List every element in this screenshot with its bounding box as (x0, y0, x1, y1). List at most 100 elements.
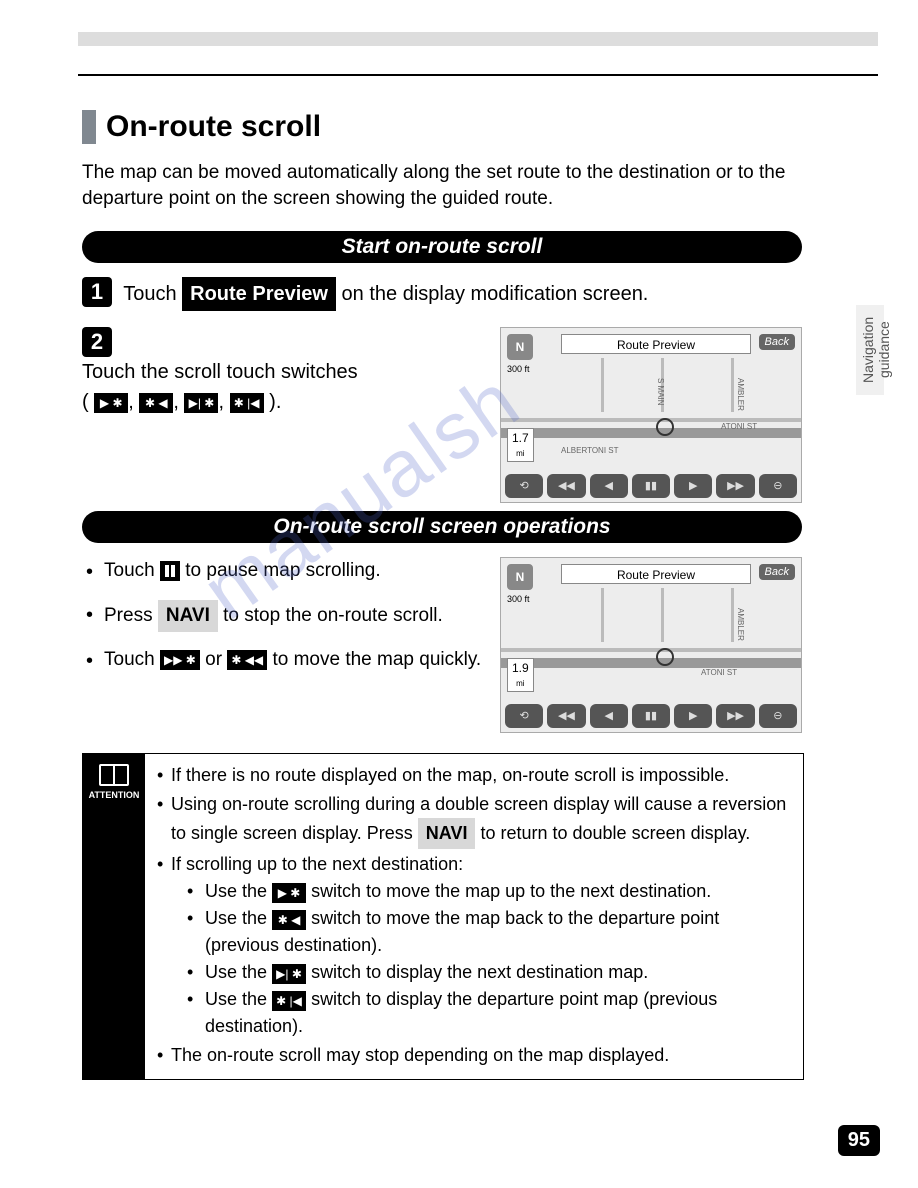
list-item: Use the ▶| ✱ switch to display the next … (181, 959, 791, 986)
distance-box: 1.9 mi (507, 658, 534, 692)
rewind-stop-icon[interactable]: ✱ |◀ (272, 991, 306, 1011)
street-label: ATONI ST (701, 668, 737, 677)
pause-icon[interactable] (160, 561, 180, 581)
forward-stop-icon[interactable]: ▶| ✱ (184, 393, 218, 413)
nav-screenshot-2: N Route Preview Back 300 ft AMBLER ATONI… (500, 557, 802, 733)
forward-icon[interactable]: ▶ (674, 474, 712, 498)
b2-pre: Press (104, 605, 158, 626)
distance-box: 1.7 mi (507, 428, 534, 462)
step-2-line1: Touch the scroll touch switches (82, 361, 358, 383)
step-2-close: ). (269, 391, 281, 413)
fast-forward-icon[interactable]: ▶▶ ✱ (160, 650, 200, 670)
list-item: If there is no route displayed on the ma… (157, 762, 791, 789)
side-tab: Navigation guidance (856, 305, 884, 395)
b3-mid: or (205, 649, 227, 670)
ss-title: Route Preview (561, 564, 751, 584)
list-item: Use the ✱ ◀ switch to move the map back … (181, 905, 791, 959)
fast-rewind-icon[interactable]: ◀◀ (547, 704, 585, 728)
road (601, 588, 604, 642)
fast-forward-icon[interactable]: ▶▶ (716, 704, 754, 728)
attention-text: Use the (205, 908, 272, 928)
fast-rewind-icon[interactable]: ✱ ◀◀ (227, 650, 267, 670)
list-item: Use the ✱ |◀ switch to display the depar… (181, 986, 791, 1040)
rewind-stop-icon[interactable]: ✱ |◀ (230, 393, 264, 413)
top-header-band (78, 32, 878, 46)
list-item: Use the ▶ ✱ switch to move the map up to… (181, 878, 791, 905)
zoom-out-icon[interactable]: ⟲ (505, 474, 543, 498)
zoom-in-icon[interactable]: ⊖ (759, 474, 797, 498)
map-area[interactable]: S MAIN AMBLER ALBERTONI ST ATONI ST (501, 358, 801, 472)
compass-icon[interactable]: N (507, 564, 533, 590)
section-2-row: Touch to pause map scrolling. Press NAVI… (82, 557, 802, 733)
attention-text: to return to double screen display. (480, 823, 750, 843)
pause-icon[interactable]: ▮▮ (632, 474, 670, 498)
attention-sidebar: ATTENTION (83, 754, 145, 1079)
list-item: Press NAVI to stop the on-route scroll. (82, 600, 482, 633)
attention-text: Use the (205, 881, 272, 901)
map-area[interactable]: AMBLER ATONI ST (501, 588, 801, 702)
street-label: AMBLER (736, 608, 745, 641)
step-2: 2 Touch the scroll touch switches ( ▶ ✱,… (82, 327, 482, 417)
list-item: The on-route scroll may stop depending o… (157, 1042, 791, 1069)
forward-stop-icon[interactable]: ▶| ✱ (272, 964, 306, 984)
rewind-icon[interactable]: ✱ ◀ (139, 393, 173, 413)
attention-text: switch to move the map up to the next de… (311, 881, 711, 901)
b1-pre: Touch (104, 560, 160, 581)
back-button[interactable]: Back (759, 564, 795, 580)
compass-icon[interactable]: N (507, 334, 533, 360)
attention-body: If there is no route displayed on the ma… (145, 754, 803, 1079)
attention-text: Use the (205, 989, 272, 1009)
book-icon (99, 764, 129, 786)
step-number-2: 2 (82, 327, 112, 357)
title-bar: On-route scroll (82, 110, 802, 144)
forward-icon[interactable]: ▶ ✱ (94, 393, 128, 413)
zoom-in-icon[interactable]: ⊖ (759, 704, 797, 728)
b3-pre: Touch (104, 649, 160, 670)
road (731, 358, 734, 412)
attention-text: switch to display the next destination m… (311, 962, 648, 982)
navi-button[interactable]: NAVI (158, 600, 218, 633)
page-title: On-route scroll (106, 110, 802, 144)
back-button[interactable]: Back (759, 334, 795, 350)
distance-unit: mi (516, 449, 524, 458)
list-item: If scrolling up to the next destination:… (157, 851, 791, 1040)
step-2-open: ( (82, 391, 89, 413)
operations-list: Touch to pause map scrolling. Press NAVI… (82, 557, 482, 689)
ss-bottom-bar: ⟲ ◀◀ ◀ ▮▮ ▶ ▶▶ ⊖ (505, 474, 797, 498)
step-2-row: 2 Touch the scroll touch switches ( ▶ ✱,… (82, 327, 802, 503)
intro-text: The map can be moved automatically along… (82, 160, 802, 211)
fast-forward-icon[interactable]: ▶▶ (716, 474, 754, 498)
list-item: Touch ▶▶ ✱ or ✱ ◀◀ to move the map quick… (82, 646, 482, 675)
rewind-icon[interactable]: ◀ (590, 704, 628, 728)
step-number-1: 1 (82, 277, 112, 307)
forward-icon[interactable]: ▶ (674, 704, 712, 728)
street-label: AMBLER (736, 378, 745, 411)
road (501, 648, 801, 652)
ss-bottom-bar: ⟲ ◀◀ ◀ ▮▮ ▶ ▶▶ ⊖ (505, 704, 797, 728)
nav-screenshot-1: N Route Preview Back 300 ft S MAIN AMBLE… (500, 327, 802, 503)
step-1: 1 Touch Route Preview on the display mod… (82, 277, 802, 311)
b1-post: to pause map scrolling. (185, 560, 380, 581)
attention-box: ATTENTION If there is no route displayed… (82, 753, 804, 1080)
section-heading-2: On-route scroll screen operations (82, 511, 802, 543)
pause-icon[interactable]: ▮▮ (632, 704, 670, 728)
road (601, 358, 604, 412)
attention-label: ATTENTION (89, 790, 140, 800)
b2-post: to stop the on-route scroll. (223, 605, 443, 626)
road (661, 588, 664, 642)
navi-button[interactable]: NAVI (418, 818, 476, 849)
street-label: ALBERTONI ST (561, 446, 619, 455)
fast-rewind-icon[interactable]: ◀◀ (547, 474, 585, 498)
step-1-post: on the display modification screen. (342, 283, 649, 305)
rewind-icon[interactable]: ✱ ◀ (272, 910, 306, 930)
rewind-icon[interactable]: ◀ (590, 474, 628, 498)
distance-value: 1.7 (512, 431, 529, 445)
attention-text: If scrolling up to the next destination: (171, 854, 463, 874)
zoom-out-icon[interactable]: ⟲ (505, 704, 543, 728)
road (501, 658, 801, 668)
street-label: ATONI ST (721, 422, 757, 431)
route-preview-button[interactable]: Route Preview (182, 277, 336, 311)
ss-title: Route Preview (561, 334, 751, 354)
street-label: S MAIN (656, 378, 665, 406)
forward-icon[interactable]: ▶ ✱ (272, 883, 306, 903)
